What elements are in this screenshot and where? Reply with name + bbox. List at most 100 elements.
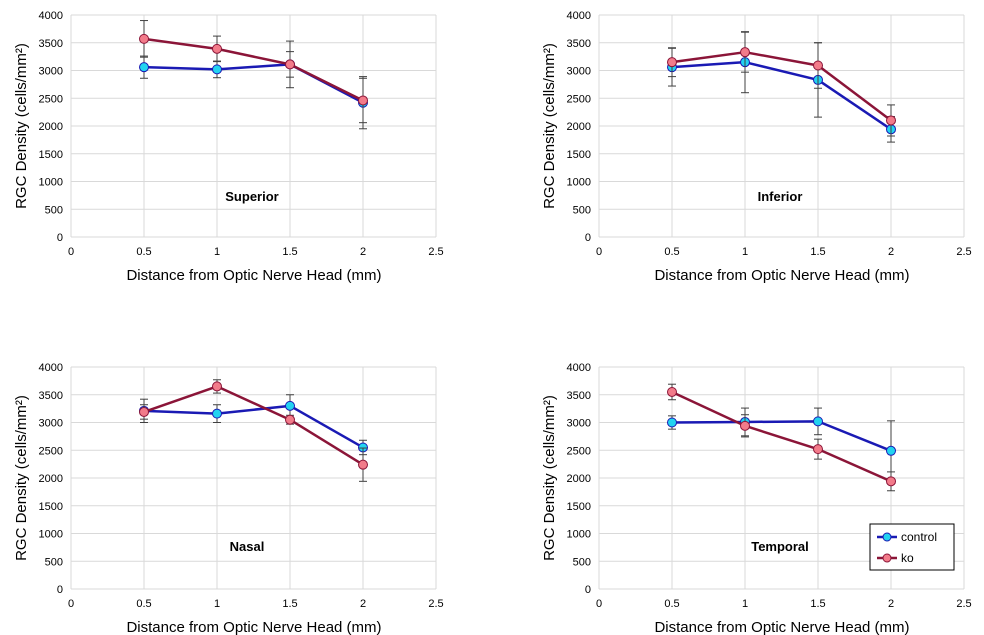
- y-tick-label: 2500: [567, 445, 591, 457]
- y-axis-label: RGC Density (cells/mm²): [541, 43, 558, 209]
- y-tick-label: 3500: [567, 390, 591, 402]
- panel-label: Inferior: [758, 189, 803, 204]
- series-ko: [667, 31, 896, 137]
- series-line-ko: [143, 385, 364, 466]
- y-tick-label: 1500: [567, 501, 591, 513]
- x-tick-label: 1: [742, 598, 748, 610]
- data-point-ko: [667, 57, 677, 68]
- y-tick-label: 500: [573, 204, 591, 216]
- legend: control ko: [869, 523, 955, 571]
- data-point-ko: [740, 47, 750, 58]
- x-tick-label: 0.5: [664, 246, 679, 258]
- x-tick-label: 1: [742, 246, 748, 258]
- x-tick-label: 2: [888, 246, 894, 258]
- series-line-control: [671, 60, 892, 131]
- y-tick-label: 1000: [567, 177, 591, 189]
- y-tick-label: 2500: [567, 93, 591, 105]
- panel-label: Superior: [225, 189, 278, 204]
- y-tick-label: 2000: [567, 121, 591, 133]
- x-tick-label: 0: [596, 246, 602, 258]
- y-tick-label: 3500: [39, 38, 63, 50]
- data-point-ko: [886, 115, 896, 126]
- x-tick-label: 2.5: [956, 246, 971, 258]
- panel-nasal: RGC Density (cells/mm²) Distance from Op…: [13, 362, 444, 635]
- y-tick-label: 2500: [39, 445, 63, 457]
- y-tick-label: 500: [45, 556, 63, 568]
- series-line-ko: [671, 390, 892, 483]
- data-point-ko: [212, 381, 222, 392]
- series-line-control: [671, 420, 892, 452]
- series-ko: [139, 379, 368, 482]
- data-point-control: [285, 400, 295, 411]
- y-axis-label: RGC Density (cells/mm²): [541, 395, 558, 561]
- legend-box: [869, 523, 955, 571]
- data-point-ko: [212, 43, 222, 54]
- data-point-control: [667, 417, 677, 428]
- data-point-ko: [813, 444, 823, 455]
- y-tick-label: 1500: [39, 149, 63, 161]
- x-tick-label: 2: [360, 598, 366, 610]
- y-tick-label: 0: [57, 232, 63, 244]
- series-ko: [667, 383, 896, 492]
- legend-ko-label: ko: [901, 551, 914, 565]
- panel-superior: RGC Density (cells/mm²) Distance from Op…: [13, 10, 444, 284]
- series-line-ko: [671, 50, 892, 122]
- y-tick-label: 3000: [39, 418, 63, 430]
- y-tick-label: 2000: [39, 473, 63, 485]
- series-line-ko: [143, 37, 364, 102]
- x-tick-label: 0.5: [136, 598, 151, 610]
- data-point-ko: [139, 33, 149, 44]
- x-tick-label: 0.5: [664, 598, 679, 610]
- y-tick-label: 500: [45, 204, 63, 216]
- data-point-ko: [139, 406, 149, 417]
- x-tick-label: 2.5: [956, 598, 971, 610]
- panel-label: Nasal: [230, 539, 265, 554]
- y-tick-label: 3000: [567, 418, 591, 430]
- y-tick-label: 4000: [39, 362, 63, 374]
- series-ko: [139, 20, 368, 124]
- y-tick-label: 3500: [39, 390, 63, 402]
- x-tick-label: 0: [68, 246, 74, 258]
- x-tick-label: 0.5: [136, 246, 151, 258]
- y-tick-label: 1500: [39, 501, 63, 513]
- y-tick-label: 2500: [39, 93, 63, 105]
- series-control: [667, 407, 896, 482]
- x-axis-label: Distance from Optic Nerve Head (mm): [126, 267, 381, 284]
- legend-control-marker: [882, 532, 892, 542]
- y-tick-label: 0: [585, 584, 591, 596]
- data-point-ko: [886, 476, 896, 487]
- y-tick-label: 500: [573, 556, 591, 568]
- y-tick-label: 1500: [567, 149, 591, 161]
- x-tick-label: 1.5: [810, 598, 825, 610]
- x-tick-label: 1.5: [282, 246, 297, 258]
- gridlines: [70, 366, 437, 590]
- y-tick-label: 4000: [567, 10, 591, 22]
- y-tick-label: 2000: [39, 121, 63, 133]
- data-point-ko: [358, 459, 368, 470]
- x-tick-label: 0: [68, 598, 74, 610]
- panel-label: Temporal: [751, 539, 809, 554]
- data-point-control: [886, 445, 896, 456]
- x-tick-label: 2: [888, 598, 894, 610]
- legend-ko-marker: [882, 553, 892, 563]
- x-axis-label: Distance from Optic Nerve Head (mm): [654, 619, 909, 635]
- x-axis-label: Distance from Optic Nerve Head (mm): [126, 619, 381, 635]
- y-tick-label: 0: [57, 584, 63, 596]
- y-axis-label: RGC Density (cells/mm²): [13, 43, 30, 209]
- series-control: [139, 51, 368, 130]
- y-tick-label: 3500: [567, 38, 591, 50]
- panel-temporal: RGC Density (cells/mm²) Distance from Op…: [541, 362, 972, 635]
- data-point-ko: [285, 59, 295, 70]
- y-axis-label: RGC Density (cells/mm²): [13, 395, 30, 561]
- legend-control-label: control: [901, 530, 937, 544]
- x-tick-label: 1: [214, 246, 220, 258]
- y-tick-label: 2000: [567, 473, 591, 485]
- data-point-control: [212, 408, 222, 419]
- series-line-control: [143, 404, 364, 449]
- data-point-control: [813, 416, 823, 427]
- x-tick-label: 1.5: [810, 246, 825, 258]
- x-tick-label: 1.5: [282, 598, 297, 610]
- data-point-ko: [285, 414, 295, 425]
- data-point-control: [139, 62, 149, 73]
